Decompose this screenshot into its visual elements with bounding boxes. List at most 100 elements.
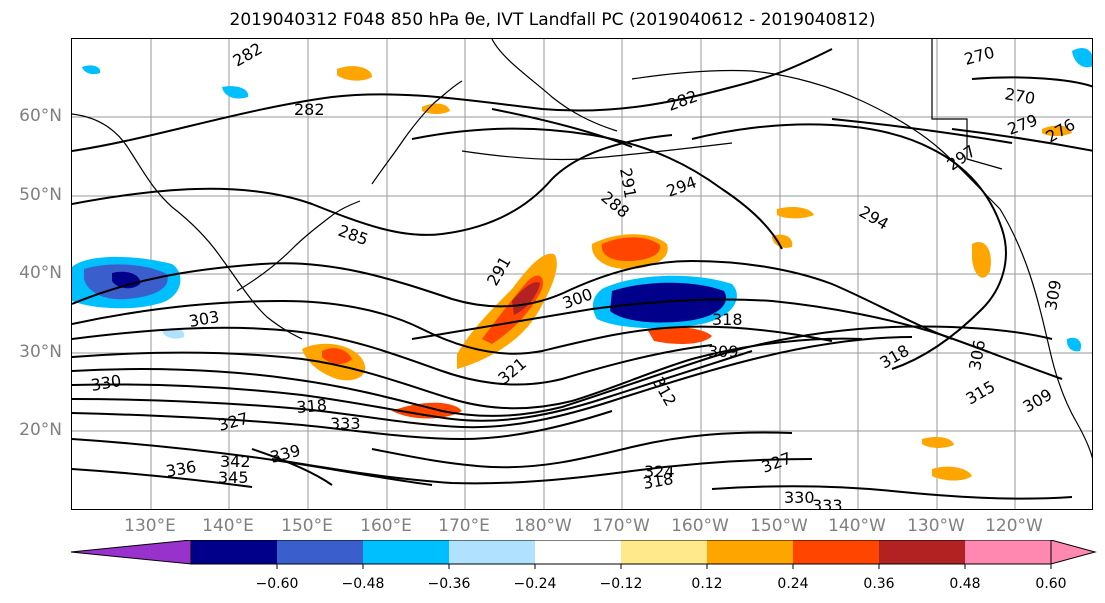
shade-positive-south — [647, 327, 712, 344]
shade-positive-tropic — [392, 402, 462, 419]
lon-label-150e: 150°E — [281, 516, 333, 536]
contour-label: 333 — [812, 496, 843, 510]
shade-positive-small2 — [772, 234, 793, 248]
lat-label-20: 20°N — [19, 420, 62, 440]
colorbar-tick-label: −0.24 — [514, 576, 557, 592]
lat-label-60: 60°N — [19, 106, 62, 126]
shade-positive-small4 — [422, 103, 450, 115]
contour-label: 309 — [1041, 278, 1065, 311]
shade-positive-north-core — [601, 237, 661, 261]
coast-aleutian — [461, 142, 733, 161]
figure-title: 2019040312 F048 850 hPa θe, IVT Landfall… — [229, 10, 876, 30]
coast-arctic — [491, 39, 618, 132]
contour-282-north — [72, 48, 833, 152]
lon-label-160w: 160°W — [671, 516, 729, 536]
contour-303 — [72, 299, 833, 355]
lon-label-170w: 170°W — [592, 516, 650, 536]
contour-339 — [251, 448, 333, 486]
contour-label: 330 — [89, 371, 122, 395]
contour-label: 279 — [1005, 110, 1040, 138]
contour-label: 345 — [218, 468, 249, 487]
lon-label-150w: 150°W — [750, 516, 808, 536]
contour-294 — [691, 123, 1007, 370]
lon-label-160e: 160°E — [360, 516, 412, 536]
contour-276 — [951, 128, 1092, 152]
contour-label: 270 — [962, 43, 996, 69]
shading — [72, 48, 1092, 481]
coast-bc — [931, 39, 1003, 170]
lon-label-120w: 120°W — [985, 516, 1043, 536]
colorbar-extend-max — [1051, 540, 1095, 564]
lat-label-50: 50°N — [19, 185, 62, 205]
colorbar-ticks: −0.60 −0.48 −0.36 −0.24 −0.12 0.12 0.24 0.36 0.4… — [256, 564, 1067, 592]
shade-negative-small5 — [162, 328, 185, 339]
contour-label: 282 — [665, 86, 700, 114]
contour-label: 342 — [220, 452, 251, 471]
contour-300 — [72, 259, 953, 340]
colorbar-cell — [277, 540, 364, 564]
lon-label-140w: 140°W — [828, 516, 886, 536]
contour-label: 312 — [649, 374, 681, 410]
contour-label: 276 — [1043, 115, 1079, 147]
contour-label: 294 — [856, 202, 892, 234]
contour-324 — [371, 431, 793, 469]
colorbar-tick-label: 0.48 — [949, 576, 980, 592]
shade-positive-tail — [932, 466, 972, 481]
colorbar-cell — [621, 540, 708, 564]
shade-positive-small1 — [777, 207, 814, 219]
coast-asia — [72, 113, 303, 340]
colorbar-tick-label: −0.12 — [600, 576, 643, 592]
contour-label: 318 — [712, 310, 743, 329]
contour-jet-inner — [411, 298, 1063, 380]
lon-label-130e: 130°E — [124, 516, 176, 536]
shade-negative-small2 — [1072, 48, 1092, 68]
shade-negative-small4 — [82, 65, 101, 75]
contour-label: 309 — [1020, 385, 1056, 417]
lon-label-140e: 140°E — [202, 516, 254, 536]
contour-label: 282 — [294, 100, 325, 119]
contour-330 — [72, 438, 433, 486]
contour-315 — [72, 350, 753, 422]
colorbar-tick-label: −0.60 — [256, 576, 299, 592]
contour-label: 294 — [664, 172, 699, 200]
contour-288 — [411, 127, 783, 250]
colorbar-cell — [363, 540, 450, 564]
contour-321 — [72, 410, 613, 441]
lat-label-30: 30°N — [19, 342, 62, 362]
contour-312 — [72, 325, 1053, 417]
colorbar-cell — [449, 540, 536, 564]
colorbar: −0.60 −0.48 −0.36 −0.24 −0.12 0.12 0.24 0.36 0.4… — [70, 540, 1097, 592]
contour-318 — [72, 336, 913, 429]
map-canvas: 282 282 282 285 288 291 291 294 294 297 … — [72, 39, 1092, 510]
contour-label: 291 — [483, 253, 515, 289]
colorbar-tick-label: −0.36 — [428, 576, 471, 592]
contour-label: 270 — [1003, 84, 1036, 108]
map-panel: 282 282 282 285 288 291 291 294 294 297 … — [71, 38, 1093, 510]
contour-label: 327 — [759, 448, 794, 476]
contour-label: 333 — [330, 414, 361, 433]
shade-negative-small1 — [222, 86, 249, 99]
coast-kamchatka — [371, 80, 463, 185]
colorbar-tick-label: 0.60 — [1035, 576, 1066, 592]
contour-label: 324 — [644, 462, 675, 481]
contour-291 — [491, 108, 633, 148]
coast-na-west — [999, 208, 1092, 459]
contour-279 — [831, 118, 1013, 144]
colorbar-extend-min — [71, 540, 191, 564]
shade-negative-small3 — [1066, 337, 1082, 352]
lon-label-170e: 170°E — [438, 516, 490, 536]
contour-270 — [971, 76, 1092, 88]
shade-positive-small5 — [922, 437, 954, 448]
colorbar-cell — [965, 540, 1052, 564]
colorbar-tick-label: 0.24 — [777, 576, 808, 592]
colorbar-tick-label: −0.48 — [342, 576, 385, 592]
contour-333 — [711, 485, 1073, 500]
contour-label: 330 — [784, 488, 815, 507]
contour-label: 318 — [296, 395, 328, 417]
contour-label: 309 — [708, 342, 739, 361]
contour-327 — [271, 458, 813, 485]
colorbar-cell — [535, 540, 622, 564]
shade-positive-right — [972, 242, 991, 278]
contour-306 — [72, 326, 713, 386]
lon-label-130w: 130°W — [907, 516, 965, 536]
